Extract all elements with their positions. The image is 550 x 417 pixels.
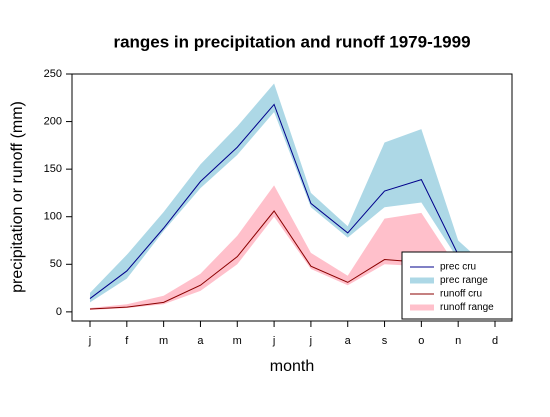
x-tick-label: o <box>418 335 424 347</box>
x-tick-label: m <box>233 335 242 347</box>
x-tick-label: j <box>309 335 312 347</box>
y-tick-label: 200 <box>44 115 62 127</box>
y-tick-label: 50 <box>50 258 62 270</box>
x-tick-label: j <box>272 335 275 347</box>
range-band <box>90 185 495 310</box>
x-tick-label: n <box>455 335 461 347</box>
x-tick-label: s <box>382 335 388 347</box>
x-tick-label: d <box>492 335 498 347</box>
legend-label: runoff range <box>440 302 494 313</box>
x-tick-label: m <box>159 335 168 347</box>
x-tick-label: a <box>197 335 204 347</box>
range-band <box>90 83 495 303</box>
x-axis-title: month <box>270 358 314 375</box>
y-tick-label: 0 <box>56 306 62 318</box>
plot-frame <box>71 73 513 322</box>
y-tick-label: 100 <box>44 211 62 223</box>
legend-label: runoff cru <box>440 289 482 300</box>
x-tick-label: a <box>345 335 352 347</box>
y-axis-title: precipitation or runoff (mm) <box>9 101 26 293</box>
chart-title: ranges in precipitation and runoff 1979-… <box>113 32 470 51</box>
x-tick-label: j <box>88 335 91 347</box>
x-tick-label: f <box>125 335 129 347</box>
y-tick-label: 150 <box>44 163 62 175</box>
legend-label: prec range <box>440 275 488 286</box>
line <box>89 103 496 299</box>
y-tick-label: 250 <box>44 68 62 80</box>
legend-label: prec cru <box>440 262 476 273</box>
